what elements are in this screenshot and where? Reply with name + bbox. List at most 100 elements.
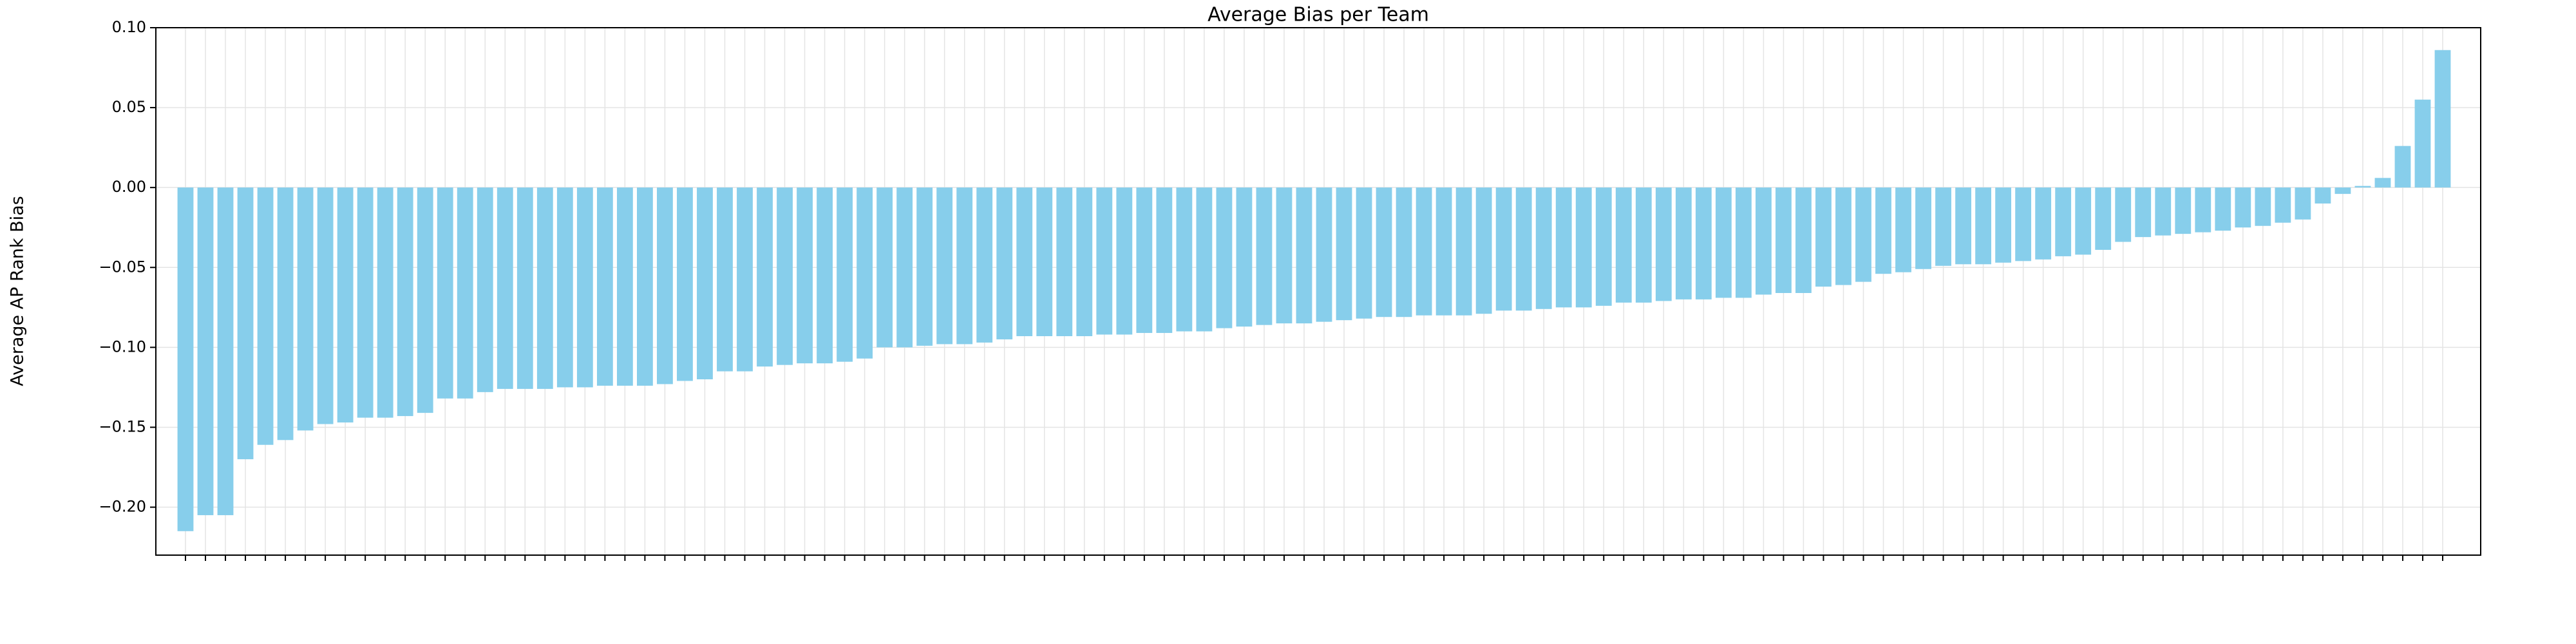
bar	[337, 187, 354, 423]
bar	[1855, 187, 1871, 282]
bar	[1396, 187, 1412, 317]
bar	[2235, 187, 2251, 228]
bar	[616, 187, 633, 386]
bar	[1735, 187, 1752, 298]
bar	[277, 187, 294, 440]
bar	[1515, 187, 1532, 311]
bar	[2075, 187, 2092, 255]
bar	[2434, 50, 2451, 188]
bar	[377, 187, 393, 418]
bar	[497, 187, 513, 389]
bar	[1236, 187, 1253, 327]
bar	[397, 187, 413, 417]
bar	[717, 187, 733, 372]
bar	[1555, 187, 1572, 308]
bar	[2374, 178, 2391, 188]
bar	[1036, 187, 1053, 336]
bar	[1595, 187, 1612, 306]
bar	[1815, 187, 1832, 287]
bar	[996, 187, 1013, 339]
bar	[797, 187, 813, 364]
bar	[1416, 187, 1432, 316]
bar	[1795, 187, 1812, 293]
bar	[677, 187, 693, 381]
y-axis-label: Average AP Rank Bias	[8, 196, 28, 386]
bar	[2175, 187, 2192, 234]
bar	[1915, 187, 1931, 269]
bar	[1116, 187, 1133, 335]
bar	[956, 187, 973, 345]
bar	[576, 187, 593, 388]
bar	[1635, 187, 1652, 303]
bar	[2354, 185, 2371, 188]
bar	[2334, 187, 2351, 194]
bar	[1615, 187, 1632, 303]
y-tick-label: 0.05	[112, 98, 146, 116]
bar	[1316, 187, 1332, 322]
bar	[1935, 187, 1951, 266]
bar	[1535, 187, 1552, 309]
chart-title: Average Bias per Team	[1208, 4, 1429, 26]
y-tick-label: 0.10	[112, 18, 146, 36]
bar	[1296, 187, 1312, 324]
bar	[317, 187, 334, 424]
bar	[657, 187, 673, 384]
bar	[817, 187, 833, 364]
y-tick-label: −0.15	[99, 417, 146, 435]
bar	[637, 187, 653, 386]
bar	[1776, 187, 1792, 293]
bar	[2055, 187, 2072, 256]
bar	[2295, 187, 2311, 220]
bar	[1256, 187, 1273, 325]
bar	[1016, 187, 1033, 336]
bar	[1755, 187, 1772, 295]
bar	[2394, 146, 2411, 188]
bar	[1336, 187, 1352, 321]
bar	[1675, 187, 1692, 299]
bar	[437, 187, 453, 399]
bar	[297, 187, 314, 431]
bar	[916, 187, 933, 346]
bar	[1655, 187, 1672, 301]
bar	[1356, 187, 1372, 319]
bar	[217, 187, 234, 515]
bar	[2135, 187, 2152, 238]
bar	[1475, 187, 1492, 314]
bar	[516, 187, 533, 389]
bar	[1895, 187, 1911, 272]
bar	[536, 187, 553, 389]
bar	[876, 187, 893, 348]
bar	[857, 187, 873, 359]
bar	[1575, 187, 1592, 308]
bar	[417, 187, 433, 413]
bar	[596, 187, 613, 386]
bar	[896, 187, 913, 348]
bar	[2155, 187, 2172, 236]
bar	[1695, 187, 1712, 299]
bar	[777, 187, 793, 365]
bar	[1875, 187, 1891, 274]
bar	[1835, 187, 1852, 285]
bar	[757, 187, 773, 367]
bar	[1156, 187, 1173, 334]
y-tick-label: −0.20	[99, 498, 146, 516]
bar	[1056, 187, 1073, 336]
bar	[197, 187, 214, 515]
bar	[2035, 187, 2052, 260]
bar	[177, 187, 194, 531]
bar	[1455, 187, 1472, 316]
bar	[1076, 187, 1093, 336]
bar	[1495, 187, 1512, 311]
bar	[2315, 187, 2331, 204]
bar	[1975, 187, 1991, 265]
bar	[2275, 187, 2291, 223]
bar	[1995, 187, 2012, 263]
bar	[457, 187, 473, 399]
bar	[1136, 187, 1153, 334]
bar	[837, 187, 853, 362]
y-tick-label: 0.00	[112, 178, 146, 196]
bar	[2195, 187, 2211, 232]
plot-frame	[155, 27, 2481, 556]
